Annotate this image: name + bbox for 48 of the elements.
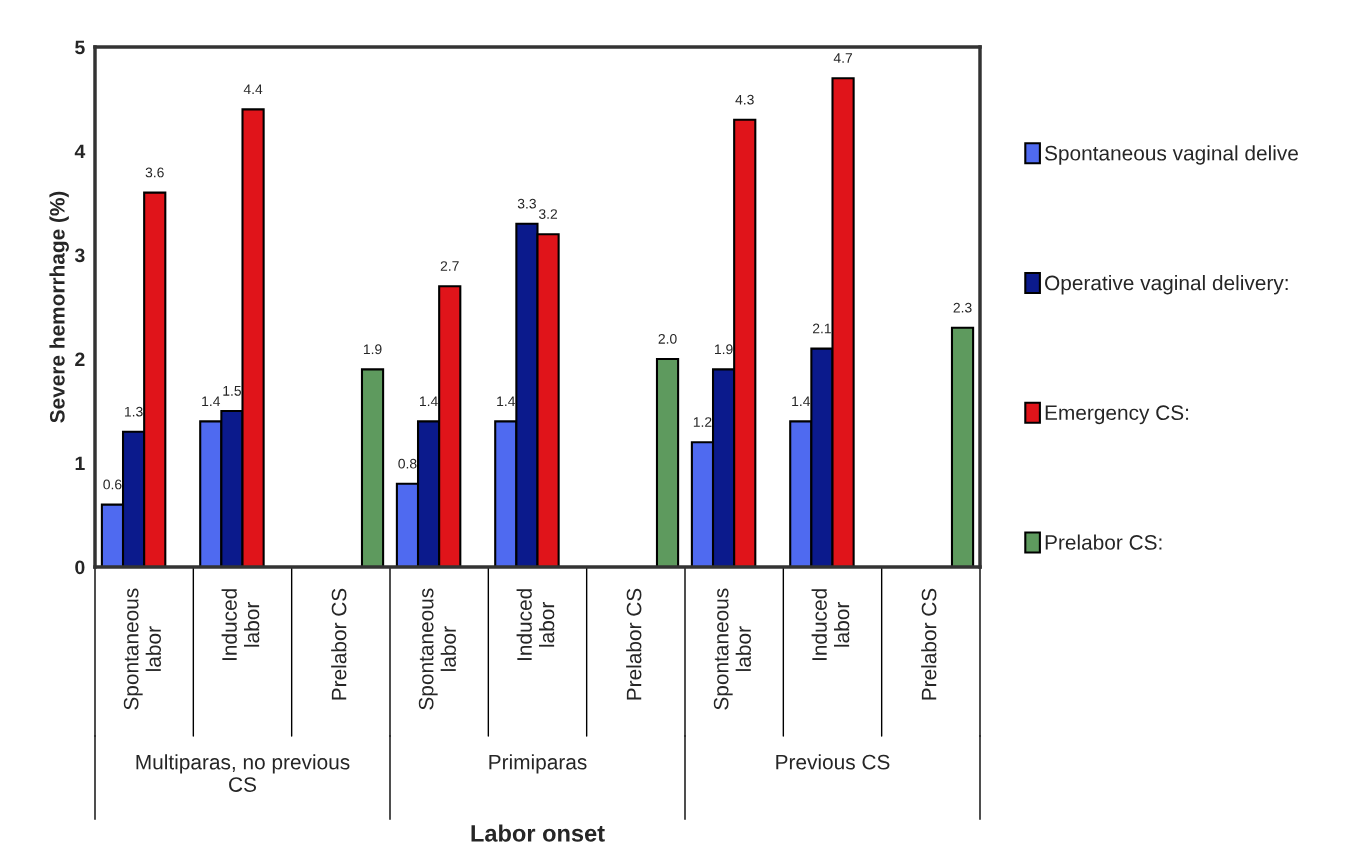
x-tick-label: Spontaneous labor xyxy=(713,588,751,710)
legend-label: Prelabor CS: xyxy=(1045,534,1162,550)
y-tick-label: 4 xyxy=(74,144,86,159)
data-label: 4.4 xyxy=(243,84,263,95)
data-label: 1.4 xyxy=(792,396,811,407)
x-tick-label: Induced labor xyxy=(516,589,555,661)
data-label: 1.9 xyxy=(715,344,733,355)
bar xyxy=(360,368,385,567)
data-label: 1.2 xyxy=(693,417,712,427)
data-label: 0.6 xyxy=(103,479,122,490)
data-label: 1.3 xyxy=(125,406,143,417)
x-tick-label: Induced labor xyxy=(811,589,850,661)
data-label: 2.1 xyxy=(812,323,831,334)
y-tick-label: 0 xyxy=(75,560,85,575)
y-tick-label: 5 xyxy=(75,40,85,55)
data-label: 1.4 xyxy=(497,396,516,407)
x-tick-label: Induced labor xyxy=(221,589,260,661)
data-label: 4.3 xyxy=(735,94,754,105)
data-label: 2.0 xyxy=(658,333,677,344)
data-label: 2.7 xyxy=(440,261,459,271)
y-tick-label: 1 xyxy=(75,456,85,471)
data-label: 1.4 xyxy=(202,396,221,407)
x-tick-label: Prelabor CS xyxy=(921,588,937,700)
legend-label: Spontaneous vaginal delive xyxy=(1045,145,1298,165)
text: Previous CS xyxy=(776,754,890,770)
data-label: 3.2 xyxy=(538,209,558,219)
y-tick-label: 2 xyxy=(75,352,85,367)
x-tick-label: Spontaneous labor xyxy=(123,588,161,710)
data-label: 1.4 xyxy=(420,396,438,407)
text: Multiparas, no previous CS xyxy=(136,754,350,792)
bar xyxy=(950,326,975,567)
bar xyxy=(655,357,680,567)
data-label: 4.7 xyxy=(833,53,853,63)
data-label: 0.8 xyxy=(398,458,417,469)
text: Primiparas xyxy=(489,754,587,774)
x-tick-label: Prelabor CS xyxy=(331,588,347,700)
legend-label: Emergency CS: xyxy=(1045,405,1189,425)
data-label: 3.6 xyxy=(145,167,164,178)
data-label: 2.3 xyxy=(953,302,972,313)
x-tick-label: Prelabor CS xyxy=(626,588,642,700)
data-label: 3.3 xyxy=(517,198,536,209)
y-axis-title: Severe hemorrhage (%) xyxy=(49,191,69,423)
data-label: 1.9 xyxy=(363,344,382,355)
data-label: 1.5 xyxy=(223,386,241,396)
y-tick-label: 3 xyxy=(74,248,85,263)
x-tick-label: Spontaneous labor xyxy=(418,588,456,710)
x-axis-title: Labor onset xyxy=(471,824,605,842)
legend-label: Operative vaginal delivery: xyxy=(1045,275,1288,295)
